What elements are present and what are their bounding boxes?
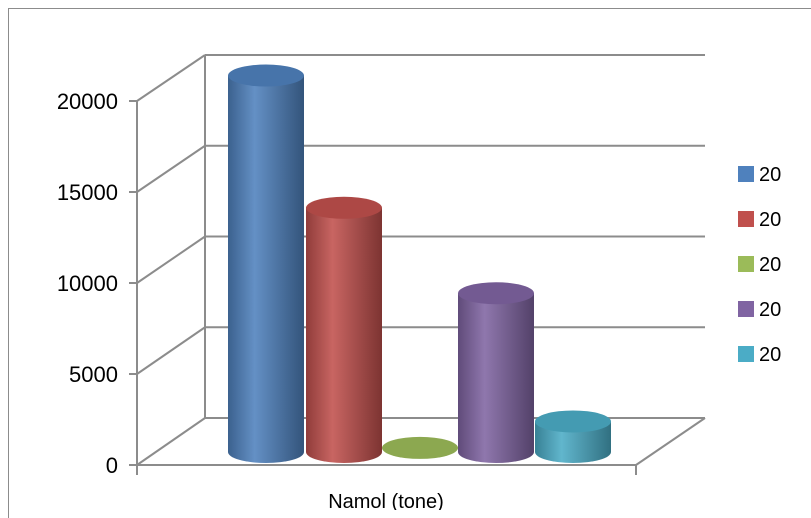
bar-series-4: [458, 282, 534, 463]
legend-swatch: [738, 256, 754, 272]
bar-body: [535, 421, 611, 463]
bar-body: [306, 207, 382, 463]
gridline-diagonal: [136, 144, 206, 193]
gridline-diagonal: [136, 54, 206, 102]
legend-label: 20: [759, 254, 781, 276]
floor-right-edge: [635, 417, 706, 466]
bar-top: [306, 196, 382, 219]
gridline-diagonal: [136, 326, 206, 375]
legend-swatch: [738, 301, 754, 317]
chart-frame: [8, 8, 811, 518]
y-tick-label: 15000: [57, 180, 118, 205]
bar-series-2: [306, 196, 382, 463]
bar-body: [458, 293, 534, 463]
legend-item: 20: [738, 254, 781, 276]
gridline-diagonal: [136, 235, 206, 284]
legend-label: 20: [759, 299, 781, 321]
bar-top: [535, 410, 611, 433]
legend-item: 20: [738, 344, 781, 366]
legend-item: 20: [738, 164, 781, 186]
y-tick-label: 10000: [57, 271, 118, 296]
bars: [228, 64, 611, 464]
bar-series-3: [382, 436, 458, 459]
gridlines: [129, 54, 706, 475]
legend-label: 20: [759, 164, 781, 186]
y-tick-label: 20000: [57, 89, 118, 114]
legend-label: 20: [759, 209, 781, 231]
legend-swatch: [738, 211, 754, 227]
bar-top: [382, 436, 458, 459]
bar-body: [228, 75, 304, 464]
x-axis-label: Namol (tone): [328, 491, 444, 510]
y-tick-label: 0: [106, 453, 118, 478]
legend: 20 20 20 20 20: [738, 164, 781, 366]
bar-top: [458, 282, 534, 305]
bar-top: [228, 64, 304, 87]
y-tick-label: 5000: [69, 362, 118, 387]
y-tick-labels: 0 5000 10000 15000 20000: [57, 89, 118, 478]
legend-item: 20: [738, 299, 781, 321]
bar-series-5: [535, 410, 611, 463]
bar-series-1: [228, 64, 304, 464]
legend-swatch: [738, 346, 754, 362]
legend-item: 20: [738, 209, 781, 231]
gridline-diagonal: [136, 417, 206, 466]
legend-label: 20: [759, 344, 781, 366]
legend-swatch: [738, 166, 754, 182]
